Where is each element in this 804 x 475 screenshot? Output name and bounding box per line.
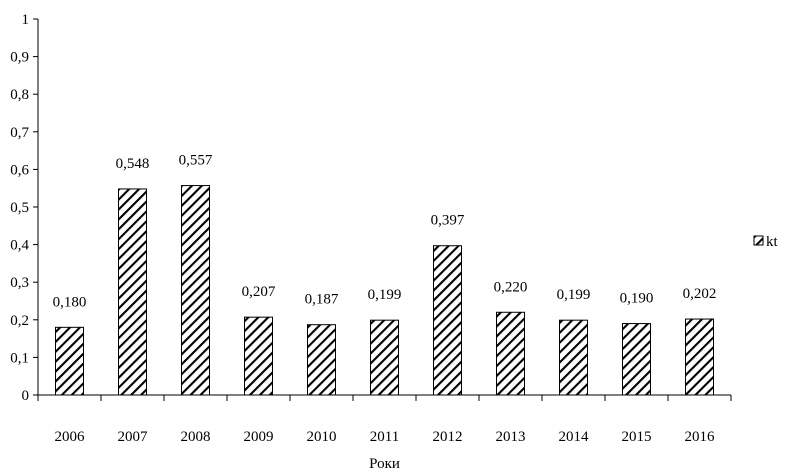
x-tick-label: 2010: [307, 429, 337, 445]
y-tick-label: 0,2: [10, 313, 29, 329]
y-tick-label: 0,9: [10, 50, 29, 66]
x-tick-label: 2008: [181, 429, 211, 445]
x-tick-label: 2015: [622, 429, 652, 445]
x-tick-label: 2016: [685, 429, 716, 445]
legend-label-kt: kt: [766, 234, 779, 250]
y-tick-label: 0,5: [10, 200, 29, 216]
x-tick-label: 2013: [496, 429, 526, 445]
data-label-2013: 0,220: [494, 279, 528, 295]
legend: kt: [753, 234, 779, 250]
legend-swatch-kt: [753, 235, 764, 246]
y-tick-label: 0,6: [10, 162, 29, 178]
x-axis: 2006 2007 2008 2009 2010 2011 2012 2013 2014 2015…: [37, 394, 732, 445]
data-label-2016: 0,202: [683, 286, 717, 302]
x-tick-label: 2006: [55, 429, 86, 445]
data-label-2011: 0,199: [368, 287, 402, 303]
data-label-2014: 0,199: [557, 287, 591, 303]
y-tick-label: 1: [22, 12, 30, 28]
bar-2012: [433, 245, 462, 396]
x-tick-label: 2012: [433, 429, 463, 445]
data-labels-group: 0,180 0,548 0,557 0,207 0,187 0,199 0,397 0,220…: [53, 153, 717, 311]
x-axis-title: Роки: [369, 456, 400, 472]
bar-2008: [181, 185, 210, 396]
y-tick-label: 0,3: [10, 275, 29, 291]
bar-2016: [685, 318, 714, 396]
data-label-2008: 0,557: [179, 153, 213, 169]
x-tick-label: 2011: [370, 429, 399, 445]
y-tick-label: 0: [22, 388, 30, 404]
bar-2007: [118, 188, 147, 396]
data-label-2007: 0,548: [116, 156, 150, 172]
x-tick-label: 2007: [118, 429, 149, 445]
y-axis: 0 0,1 0,2 0,3 0,4 0,5 0,6 0,7 0,8 0,9 1: [10, 12, 39, 404]
y-tick-label: 0,7: [10, 125, 29, 141]
data-label-2006: 0,180: [53, 294, 87, 310]
bars-group: [55, 185, 714, 396]
bar-2014: [559, 319, 588, 396]
y-tick-label: 0,4: [10, 238, 29, 254]
bar-2011: [370, 319, 399, 396]
x-tick-label: 2009: [244, 429, 274, 445]
y-tick-label: 0,8: [10, 87, 29, 103]
data-label-2009: 0,207: [242, 284, 276, 300]
x-tick-label: 2014: [559, 429, 590, 445]
data-label-2012: 0,397: [431, 213, 465, 229]
bar-2010: [307, 324, 336, 396]
bar-2015: [622, 323, 651, 396]
y-tick-label: 0,1: [10, 350, 29, 366]
data-label-2015: 0,190: [620, 291, 654, 307]
data-label-2010: 0,187: [305, 292, 339, 308]
bar-2013: [496, 311, 525, 396]
bar-2009: [244, 316, 273, 396]
bar-2006: [55, 326, 84, 396]
